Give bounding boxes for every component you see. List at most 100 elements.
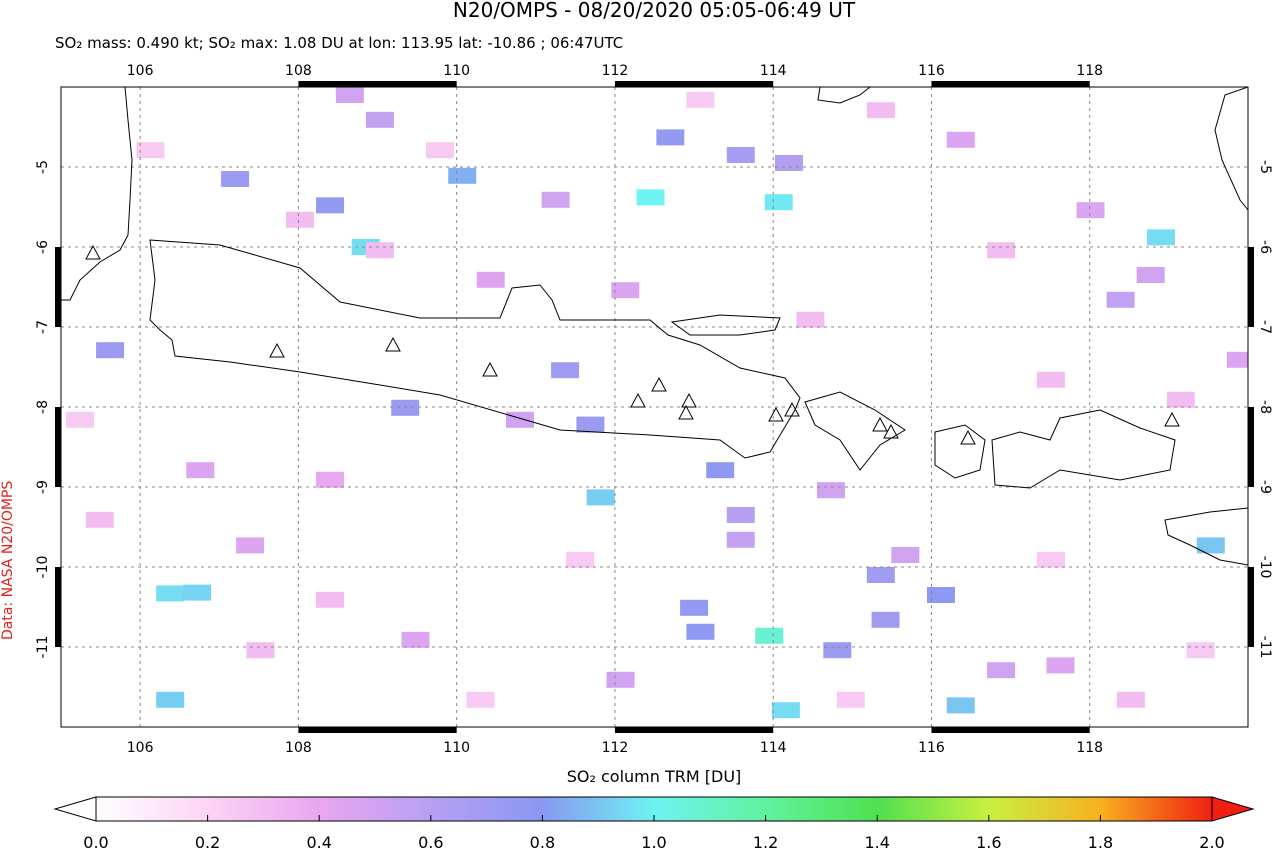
so2-pixel [505,411,534,428]
colorbar-label: SO₂ column TRM [DU] [567,767,742,786]
x-tick-label: 110 [443,740,470,756]
volcano [85,244,1180,445]
coast-sumatra [61,87,133,301]
colorbar-under [53,796,97,822]
so2-pixel [866,102,895,119]
so2-pixel [285,211,314,228]
so2-pixel [771,702,800,719]
coast-bali [804,391,906,471]
so2-pixel [755,627,784,644]
coast-madura [670,314,781,336]
so2-pixel [466,691,495,708]
so2-pixel [1196,537,1225,554]
so2-pixel [726,507,755,523]
x-tick-label: 108 [285,63,312,79]
y-tick-label: -11 [1257,636,1272,659]
so2-pixel [65,411,94,428]
so2-pixel [1166,391,1195,408]
so2-pixel [96,342,125,359]
y-tick-label: -6 [35,240,51,254]
frame-bar [298,727,457,733]
so2-pixel [183,584,212,601]
coast-sumba [1164,507,1248,566]
frame-bar [931,727,1090,733]
so2-pixel [85,511,114,528]
so2-pixel [926,587,955,603]
y-tick-label: -5 [35,160,51,174]
so2-pixel [1046,657,1075,674]
so2-pixel [987,242,1016,259]
so2-pixel [1116,691,1145,708]
x-tick-label: 112 [602,740,629,756]
frame-bar [931,81,1090,87]
so2-pixel [476,271,505,288]
frame-bar [614,727,774,733]
colorbar-tick-label: 1.2 [753,833,778,852]
x-tick-label: 116 [918,740,945,756]
colorbar-tick-label: 1.0 [641,833,666,852]
so2-pixel [316,591,345,608]
so2-pixel [656,129,685,146]
so2-pixel [576,416,605,433]
so2-pixel [335,87,364,103]
y-tick-label: -9 [35,480,51,494]
x-tick-label: 110 [443,63,470,79]
so2-pixel [611,282,640,299]
x-tick-label: 112 [602,63,629,79]
coast-borneo [1214,87,1248,211]
x-tick-label: 118 [1076,740,1103,756]
frame-bar [1248,247,1254,327]
so2-pixel [775,155,804,171]
x-tick-label: 118 [1076,63,1103,79]
so2-pixel [586,489,615,506]
so2-pixel [946,131,975,148]
so2-pixel [391,399,420,416]
so2-pixel [796,311,825,328]
y-tick-label: -8 [1257,400,1272,414]
so2-pixel [823,642,852,659]
so2-pixel [871,611,900,628]
so2-pixel [316,197,345,214]
so2-pixel [551,362,580,379]
so2-pixel [156,691,185,708]
x-tick-label: 106 [127,63,154,79]
so2-pixel [1106,291,1135,308]
so2-pixel [946,697,975,714]
so2-pixel [726,147,755,163]
frame-bar [1248,567,1254,647]
so2-pixel [764,194,793,211]
so2-pixel [365,111,394,128]
x-tick-label: 116 [918,63,945,79]
so2-pixel [401,631,430,648]
so2-pixel [686,91,715,108]
so2-pixel [246,642,275,659]
y-tick-label: -6 [1257,240,1272,254]
coastlines [61,87,1248,566]
coast-lombok [934,424,986,479]
colorbar-tick-label: 2.0 [1199,833,1224,852]
y-tick-label: -7 [1257,320,1272,334]
so2-pixel [448,167,477,184]
grid [61,87,1248,727]
coast-sumbawa [991,409,1176,489]
subtitle: SO₂ mass: 0.490 kt; SO₂ max: 1.08 DU at … [55,34,623,52]
so2-pixel [541,191,570,208]
so2-pixel [566,551,595,568]
colorbar-tick-label: 0.4 [306,833,331,852]
so2-pixel [816,482,845,499]
so2-pixel [365,242,394,259]
colorbar-tick-label: 0.0 [83,833,108,852]
y-tick-label: -10 [35,556,51,579]
colorbar-tick-label: 0.6 [418,833,443,852]
so2-pixel [636,189,665,206]
so2-pixel [426,142,455,159]
y-tick-label: -7 [35,320,51,334]
coast-kalimantan-tip [817,87,871,104]
colorbar-tick-label: 1.4 [864,833,889,852]
frame-bar [55,247,61,327]
so2-pixel [1226,351,1248,368]
so2-pixel [680,599,709,616]
frame-bar [614,81,774,87]
so2-pixel [1036,551,1065,568]
